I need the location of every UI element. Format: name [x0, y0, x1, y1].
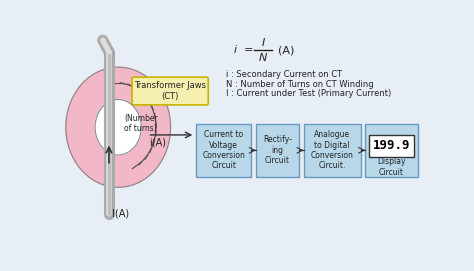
- Text: I: I: [261, 37, 264, 47]
- Text: 199.9: 199.9: [373, 139, 410, 152]
- Bar: [256, 124, 299, 176]
- Text: (A): (A): [278, 45, 295, 55]
- Text: N: N: [259, 53, 267, 63]
- Text: N : Number of Turns on CT Winding: N : Number of Turns on CT Winding: [226, 80, 374, 89]
- Text: Transformer Jaws
(CT): Transformer Jaws (CT): [134, 81, 206, 101]
- Bar: [365, 124, 418, 176]
- Text: Analogue
to Digital
Conversion
Circuit.: Analogue to Digital Conversion Circuit.: [311, 130, 354, 170]
- Text: Display
Circuit: Display Circuit: [377, 157, 406, 177]
- Text: i(A): i(A): [149, 138, 166, 148]
- Ellipse shape: [66, 67, 171, 187]
- Ellipse shape: [95, 99, 141, 155]
- Text: i  =: i =: [234, 45, 253, 55]
- Text: (Number
of turns): (Number of turns): [124, 114, 158, 133]
- FancyBboxPatch shape: [132, 77, 208, 105]
- Text: Rectify-
ing
Circuit: Rectify- ing Circuit: [263, 136, 292, 165]
- Text: I : Current under Test (Primary Current): I : Current under Test (Primary Current): [226, 89, 391, 98]
- Text: Current to
Voltage
Conversion
Circuit: Current to Voltage Conversion Circuit: [202, 130, 245, 170]
- Text: i : Secondary Current on CT: i : Secondary Current on CT: [226, 70, 342, 79]
- Bar: [196, 124, 251, 176]
- Bar: [369, 135, 414, 157]
- Text: I(A): I(A): [112, 208, 129, 218]
- Bar: [304, 124, 361, 176]
